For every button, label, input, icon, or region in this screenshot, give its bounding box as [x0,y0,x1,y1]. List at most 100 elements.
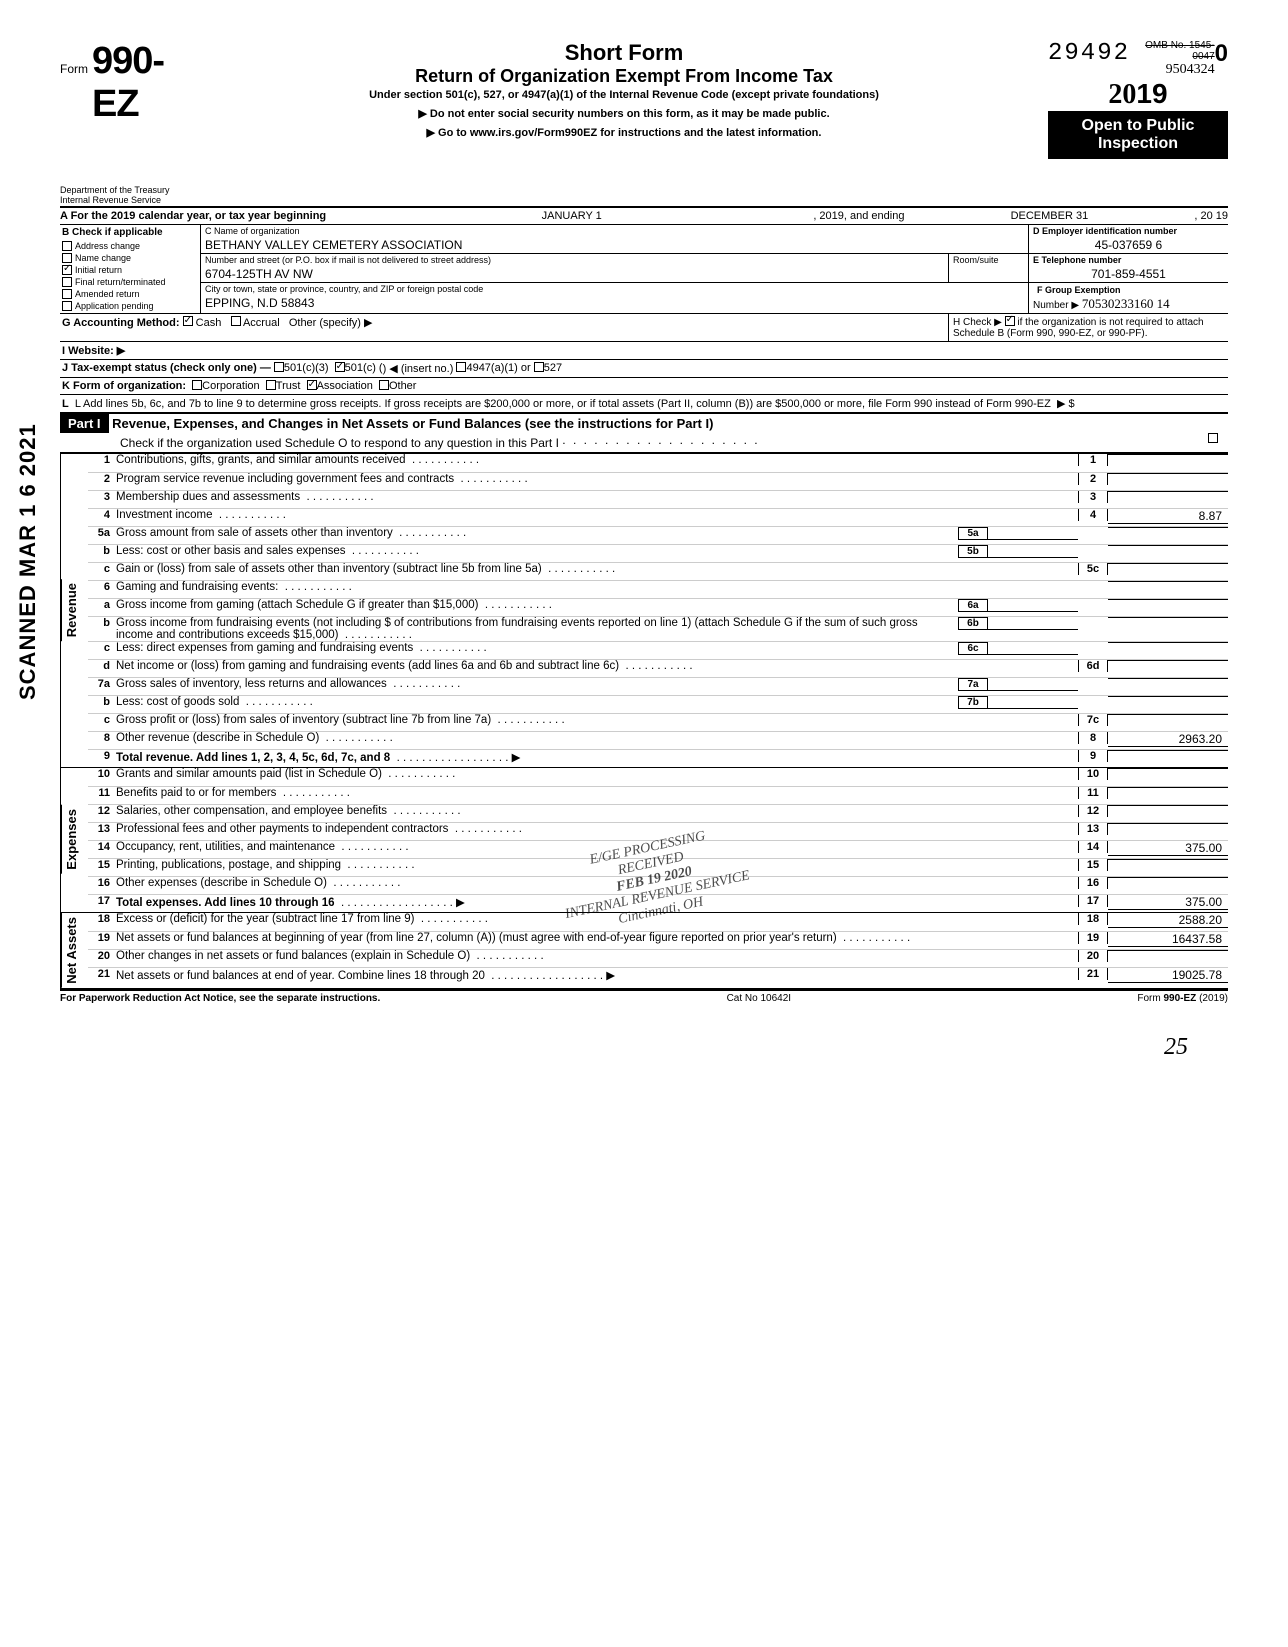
chk-accrual[interactable] [231,316,241,326]
line-desc-b: Gross income from fundraising events (no… [116,617,958,641]
chk-other-org[interactable] [379,380,389,390]
part1-title: Revenue, Expenses, and Changes in Net As… [112,416,713,431]
street-label: Number and street (or P.O. box if mail i… [201,254,948,266]
chk-501c3[interactable] [274,362,284,372]
line-desc-b: Less: cost of goods sold . . . . . . . .… [116,696,958,708]
line-20: 20Other changes in net assets or fund ba… [88,949,1228,967]
footer-mid: Cat No 10642I [727,993,792,1004]
line-desc-2: Program service revenue including govern… [116,473,1078,485]
mini-5a: 5a [958,527,988,540]
mini-val-5b [988,545,1078,558]
part1-header: Part I Revenue, Expenses, and Changes in… [60,414,1228,453]
line-b: bLess: cost or other basis and sales exp… [88,544,1228,562]
right-block: 29492 OMB No. 1545-0047 9504324 0 2019 O… [1048,40,1228,159]
expenses-section: Expenses 10Grants and similar amounts pa… [60,767,1228,912]
line-num-4: 4 [88,509,116,521]
chk-4947[interactable] [456,362,466,372]
chk-cash[interactable] [183,316,193,326]
chk-b-label-5: Application pending [75,301,154,311]
title-sub: Return of Organization Exempt From Incom… [220,66,1028,87]
line-desc-19: Net assets or fund balances at beginning… [116,932,1078,944]
j-label: J Tax-exempt status (check only one) — [62,362,271,375]
chk-line-1: Name change [60,252,200,264]
arrow-url: ▶ Go to www.irs.gov/Form990EZ for instru… [220,126,1028,139]
chk-b-label-0: Address change [75,241,140,251]
line-d: dNet income or (loss) from gaming and fu… [88,659,1228,677]
mini-7b: 7b [958,696,988,709]
line-desc-c: Less: direct expenses from gaming and fu… [116,642,958,654]
line-c: cGain or (loss) from sale of assets othe… [88,562,1228,580]
line-num-8: 8 [88,732,116,744]
end-num-11: 11 [1078,787,1108,799]
line-14: 14Occupancy, rent, utilities, and mainte… [88,840,1228,858]
omb-number: OMB No. 1545-0047 [1130,40,1215,62]
name-label: C Name of organization [201,225,1028,237]
line-num-17: 17 [88,895,116,907]
org-name: BETHANY VALLEY CEMETERY ASSOCIATION [201,237,1028,253]
chk-b-0[interactable] [62,241,72,251]
other-label: Other (specify) ▶ [289,317,373,329]
cash-label: Cash [196,317,222,329]
chk-527[interactable] [534,362,544,372]
chk-b-label-1: Name change [75,253,131,263]
line-num-11: 11 [88,787,116,799]
phone-value: 701-859-4551 [1029,266,1228,282]
trust-label: Trust [276,380,301,392]
line-desc-9: Total revenue. Add lines 1, 2, 3, 4, 5c,… [116,750,1078,764]
527-label: 527 [544,362,562,375]
form-number: 990-EZ [92,40,200,126]
row-a-mid: , 2019, and ending [813,210,904,222]
line-11: 11Benefits paid to or for members . . . … [88,786,1228,804]
line-num-14: 14 [88,841,116,853]
line-num-d: d [88,660,116,672]
end-val-2 [1108,473,1228,474]
mini-6b: 6b [958,617,988,630]
chk-b-3[interactable] [62,277,72,287]
line-7a: 7aGross sales of inventory, less returns… [88,677,1228,695]
chk-line-2: Initial return [60,264,200,276]
chk-corp[interactable] [192,380,202,390]
row-a-begin: JANUARY 1 [330,210,813,222]
line-num-5a: 5a [88,527,116,539]
phone-label: E Telephone number [1029,254,1228,266]
end-num-9: 9 [1078,750,1108,762]
chk-b-5[interactable] [62,301,72,311]
chk-b-4[interactable] [62,289,72,299]
line-num-9: 9 [88,750,116,762]
end-shade-val-b [1108,696,1228,697]
end-num-19: 19 [1078,932,1108,944]
chk-assoc[interactable] [307,380,317,390]
ein-label: D Employer identification number [1029,225,1228,237]
end-num-3: 3 [1078,491,1108,503]
line-b: bGross income from fundraising events (n… [88,616,1228,641]
end-val-11 [1108,787,1228,788]
chk-b-2[interactable] [62,265,72,275]
insert-label: ) ◀ (insert no.) [383,362,454,375]
line-num-b: b [88,617,116,629]
end-num-14: 14 [1078,841,1108,853]
line-5a: 5aGross amount from sale of assets other… [88,526,1228,544]
line-desc-11: Benefits paid to or for members . . . . … [116,787,1078,799]
line-num-a: a [88,599,116,611]
line-10: 10Grants and similar amounts paid (list … [88,768,1228,786]
line-num-c: c [88,563,116,575]
end-val-9 [1108,750,1228,751]
line-1: 1Contributions, gifts, grants, and simil… [88,454,1228,472]
corp-label: Corporation [202,380,259,392]
line-2: 2Program service revenue including gover… [88,472,1228,490]
chk-501c[interactable] [335,362,345,372]
chk-sched-o[interactable] [1208,433,1218,443]
line-num-7a: 7a [88,678,116,690]
col-d-right: D Employer identification number 45-0376… [1028,225,1228,313]
chk-b-1[interactable] [62,253,72,263]
h-text1: H Check ▶ [953,317,1002,328]
chk-sched-b[interactable] [1005,316,1015,326]
line-num-b: b [88,545,116,557]
end-num-4: 4 [1078,509,1108,521]
end-shade-val-a [1108,599,1228,600]
end-val-21: 19025.78 [1108,968,1228,983]
end-num-5c: 5c [1078,563,1108,575]
mini-val-6b [988,617,1078,630]
box-b-header: B Check if applicable [60,225,200,240]
chk-trust[interactable] [266,380,276,390]
